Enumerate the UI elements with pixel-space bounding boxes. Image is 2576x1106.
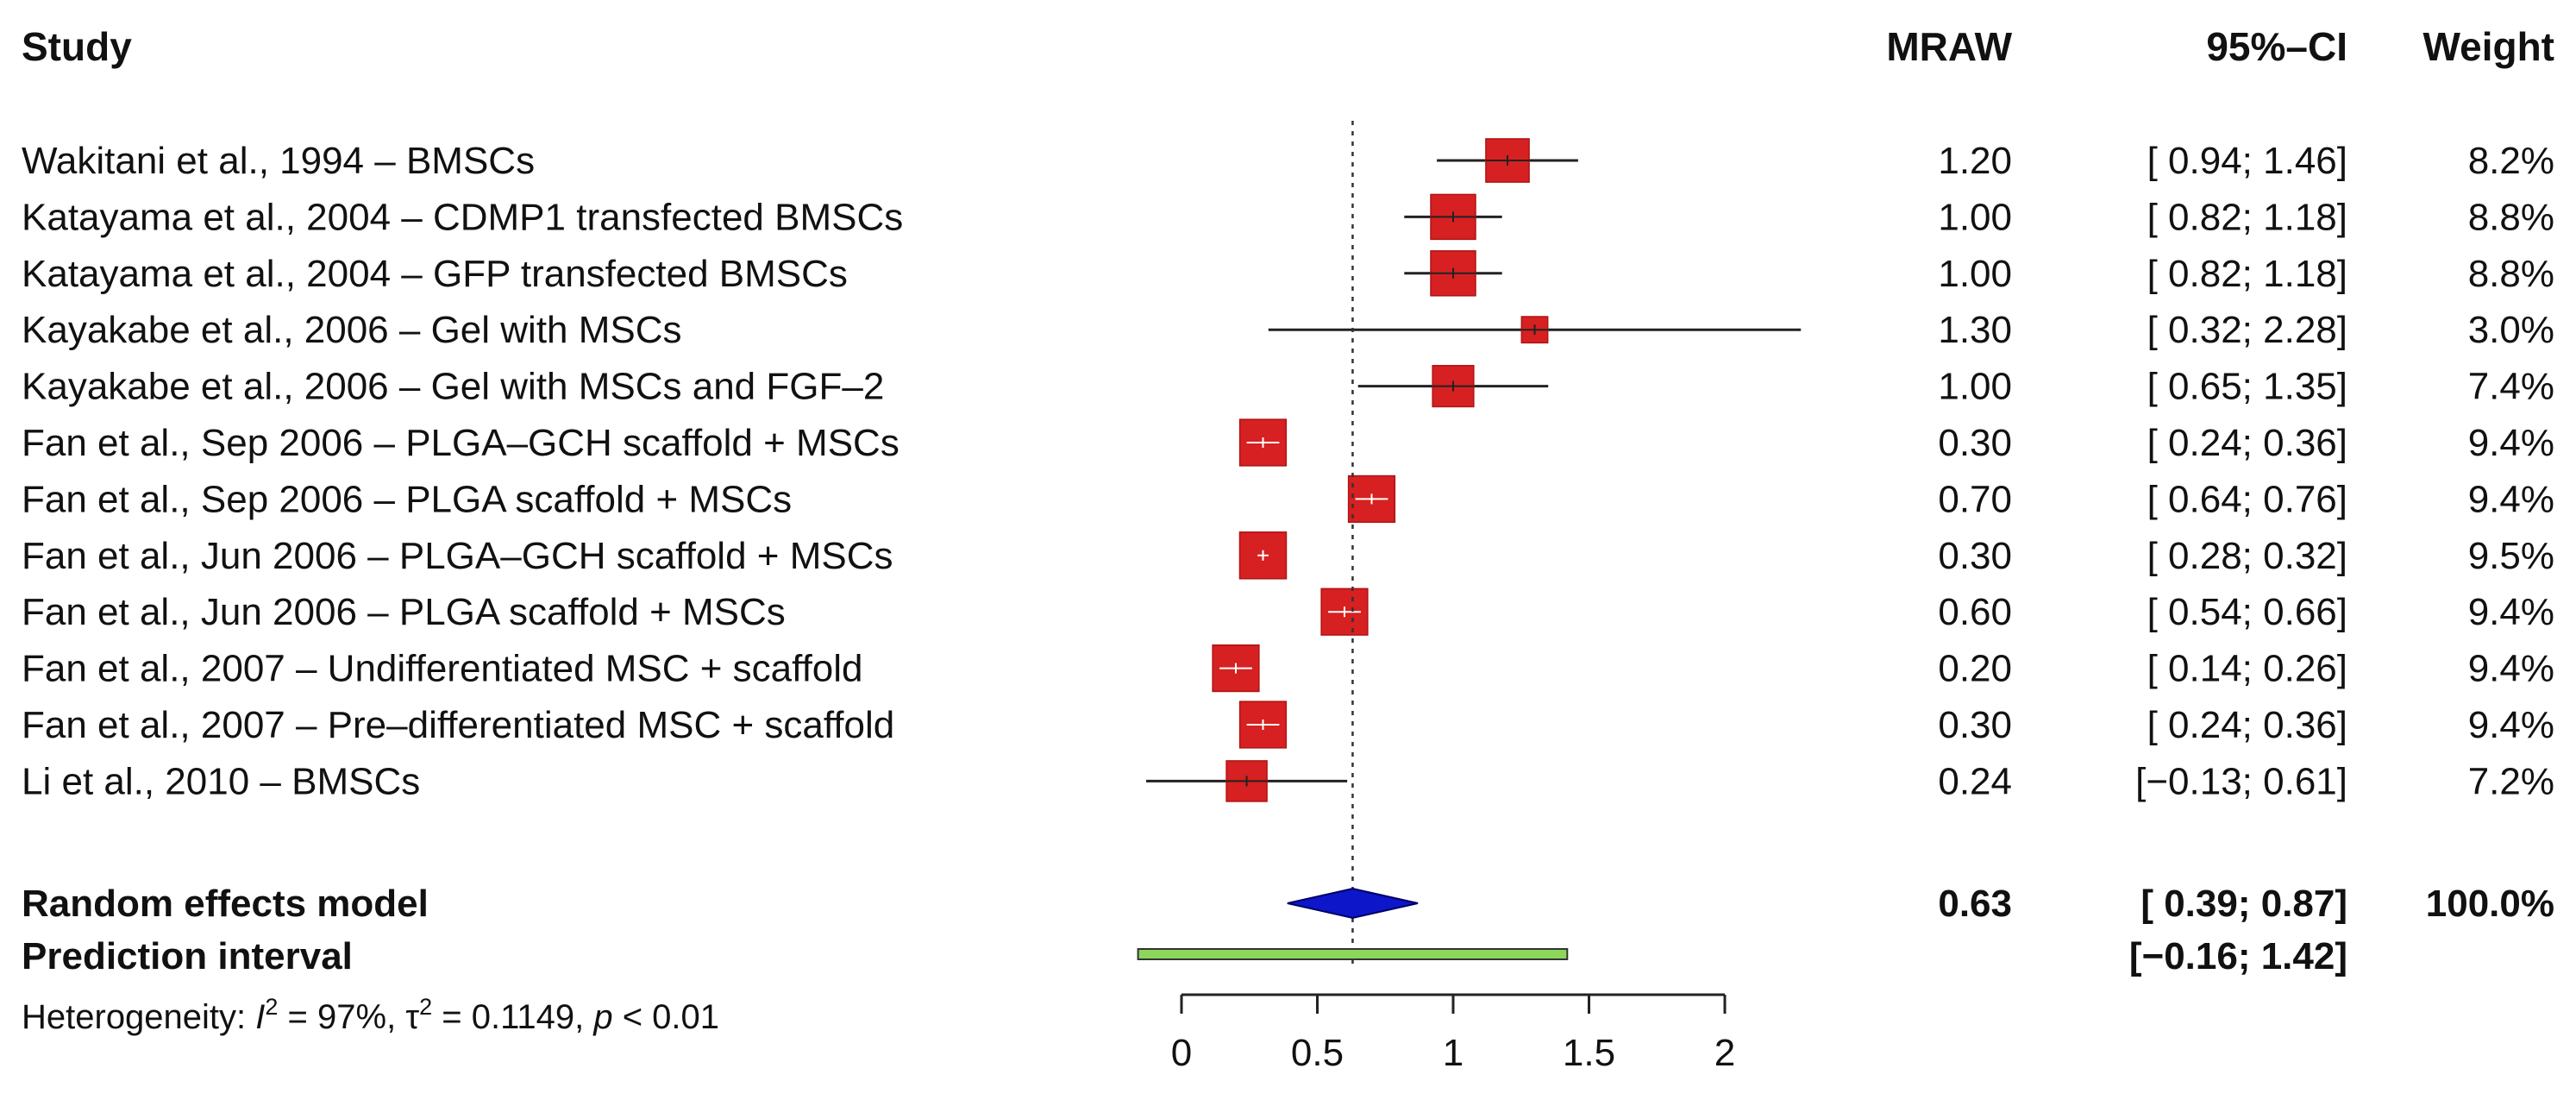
header-ci: 95%–CI — [2206, 24, 2347, 69]
prediction-interval-ci: [−0.16; 1.42] — [2129, 935, 2347, 977]
random-effects-mraw: 0.63 — [1938, 883, 2012, 925]
study-ci: [ 0.94; 1.46] — [2147, 140, 2347, 182]
x-axis: 0 0.5 1 1.5 2 — [1171, 993, 1735, 1074]
study-ci: [−0.13; 0.61] — [2135, 760, 2347, 802]
study-mraw: 1.00 — [1938, 366, 2012, 408]
study-ci: [ 0.65; 1.35] — [2147, 366, 2347, 408]
study-mraw: 0.60 — [1938, 591, 2012, 633]
header-mraw: MRAW — [1886, 24, 2012, 69]
header-study: Study — [22, 24, 132, 69]
study-mraw: 0.70 — [1938, 478, 2012, 520]
study-ci: [ 0.82; 1.18] — [2147, 253, 2347, 295]
study-label: Katayama et al., 2004 – GFP transfected … — [22, 253, 848, 295]
x-tick-label: 0 — [1171, 1032, 1192, 1074]
study-mraw: 1.30 — [1938, 309, 2012, 351]
study-weight: 9.4% — [2468, 704, 2554, 746]
random-effects-weight: 100.0% — [2426, 883, 2554, 925]
heterogeneity-text: Heterogeneity: I2 = 97%, τ2 = 0.1149, p … — [22, 994, 719, 1036]
study-mraw: 1.20 — [1938, 140, 2012, 182]
study-weight: 9.4% — [2468, 591, 2554, 633]
study-ci: [ 0.64; 0.76] — [2147, 478, 2347, 520]
prediction-interval-bar — [1137, 948, 1569, 960]
study-weight: 9.5% — [2468, 535, 2554, 577]
study-weight: 7.4% — [2468, 366, 2554, 408]
study-weight: 8.8% — [2468, 196, 2554, 238]
study-weight: 9.4% — [2468, 648, 2554, 690]
study-rows: Wakitani et al., 1994 – BMSCs 1.20 [ 0.94;… — [22, 140, 2554, 802]
study-ci: [ 0.32; 2.28] — [2147, 309, 2347, 351]
study-label: Fan et al., Sep 2006 – PLGA scaffold + M… — [22, 478, 792, 520]
random-effects-ci: [ 0.39; 0.87] — [2140, 883, 2347, 925]
study-marks — [1146, 138, 1802, 802]
study-label: Fan et al., Jun 2006 – PLGA–GCH scaffold… — [22, 535, 893, 577]
study-weight: 9.4% — [2468, 478, 2554, 520]
study-ci: [ 0.82; 1.18] — [2147, 196, 2347, 238]
study-label: Fan et al., 2007 – Undifferentiated MSC … — [22, 648, 863, 690]
x-tick-label: 0.5 — [1291, 1032, 1344, 1074]
study-label: Wakitani et al., 1994 – BMSCs — [22, 140, 535, 182]
study-mraw: 0.24 — [1938, 760, 2012, 802]
study-ci: [ 0.24; 0.36] — [2147, 422, 2347, 464]
study-weight: 7.2% — [2468, 760, 2554, 802]
summary-diamond — [1287, 887, 1419, 920]
study-label: Fan et al., Sep 2006 – PLGA–GCH scaffold… — [22, 422, 899, 464]
study-label: Kayakabe et al., 2006 – Gel with MSCs — [22, 309, 682, 351]
study-ci: [ 0.54; 0.66] — [2147, 591, 2347, 633]
study-label: Fan et al., 2007 – Pre–differentiated MS… — [22, 704, 894, 746]
study-weight: 3.0% — [2468, 309, 2554, 351]
study-label: Fan et al., Jun 2006 – PLGA scaffold + M… — [22, 591, 786, 633]
study-ci: [ 0.14; 0.26] — [2147, 648, 2347, 690]
study-weight: 8.8% — [2468, 253, 2554, 295]
header-weight: Weight — [2423, 24, 2554, 69]
study-ci: [ 0.28; 0.32] — [2147, 535, 2347, 577]
x-tick-label: 1 — [1443, 1032, 1463, 1074]
study-weight: 9.4% — [2468, 422, 2554, 464]
x-tick-label: 1.5 — [1563, 1032, 1615, 1074]
study-label: Katayama et al., 2004 – CDMP1 transfecte… — [22, 196, 903, 238]
x-tick-label: 2 — [1714, 1032, 1735, 1074]
study-mraw: 0.30 — [1938, 422, 2012, 464]
prediction-interval-label: Prediction interval — [22, 935, 353, 977]
study-mraw: 0.20 — [1938, 648, 2012, 690]
study-label: Kayakabe et al., 2006 – Gel with MSCs an… — [22, 366, 884, 408]
random-effects-label: Random effects model — [22, 883, 429, 925]
study-ci: [ 0.24; 0.36] — [2147, 704, 2347, 746]
study-mraw: 0.30 — [1938, 704, 2012, 746]
study-mraw: 0.30 — [1938, 535, 2012, 577]
study-weight: 8.2% — [2468, 140, 2554, 182]
study-mraw: 1.00 — [1938, 196, 2012, 238]
study-mraw: 1.00 — [1938, 253, 2012, 295]
study-label: Li et al., 2010 – BMSCs — [22, 760, 420, 802]
